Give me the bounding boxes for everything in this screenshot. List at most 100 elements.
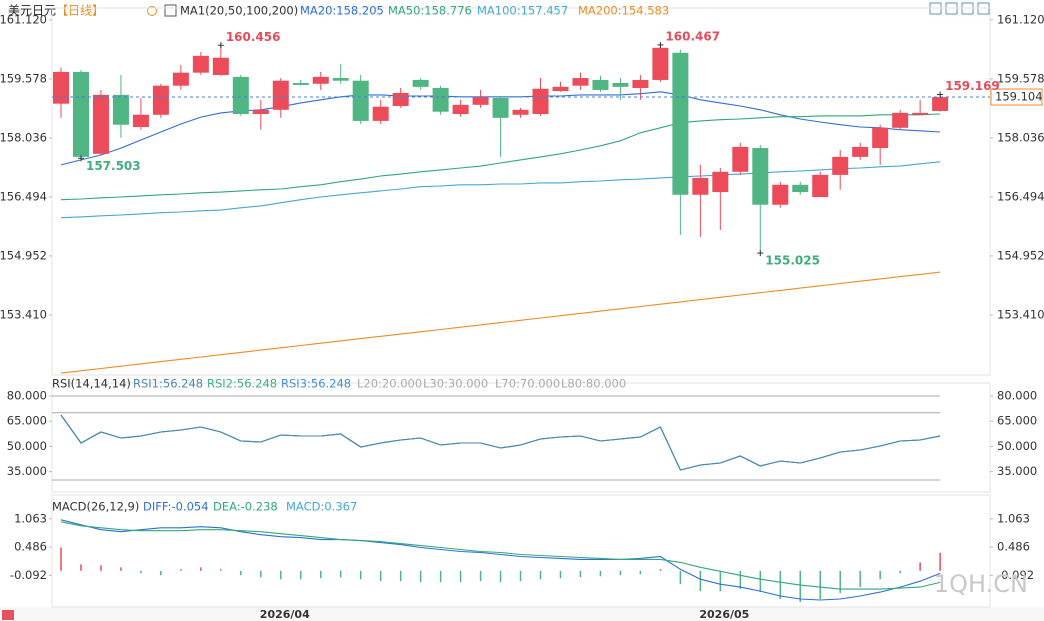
legend-entry: MA50:158.776 bbox=[388, 4, 472, 18]
macd-bar bbox=[459, 570, 462, 583]
y-tick-label: 154.952 bbox=[997, 248, 1044, 262]
macd-bar bbox=[599, 570, 602, 577]
legend-entry: RSI3:56.248 bbox=[281, 377, 351, 391]
candle-body bbox=[792, 184, 809, 193]
candle-body bbox=[832, 156, 849, 175]
candle-body bbox=[652, 47, 669, 80]
y-tick-label: 80.000 bbox=[7, 388, 47, 402]
x-tick-label: 2026/05 bbox=[699, 608, 749, 621]
series-line bbox=[60, 519, 941, 601]
candle-body bbox=[532, 88, 549, 115]
y-tick-label: 161.120 bbox=[997, 12, 1044, 26]
last-price-box bbox=[990, 88, 1043, 106]
macd-bar bbox=[839, 570, 841, 594]
candle-body bbox=[452, 104, 469, 115]
macd-bar bbox=[579, 570, 582, 578]
extreme-label: 159.169 bbox=[945, 79, 1000, 93]
candle-body bbox=[692, 177, 709, 195]
macd-bar bbox=[100, 565, 102, 571]
candle-body bbox=[152, 85, 169, 115]
macd-bar bbox=[499, 570, 502, 583]
legend-entry: L30:30.000 bbox=[423, 377, 488, 391]
candle-body bbox=[872, 127, 889, 149]
macd-bar bbox=[180, 569, 182, 571]
legend-entry: L80:80.000 bbox=[561, 377, 626, 391]
macd-bar bbox=[260, 570, 262, 578]
candle-body bbox=[252, 109, 269, 115]
settings-icon[interactable] bbox=[147, 6, 157, 16]
candle-body bbox=[372, 106, 389, 121]
macd-bar bbox=[319, 570, 322, 579]
macd-bar bbox=[919, 562, 921, 571]
candle-body bbox=[912, 112, 929, 115]
y-tick-label: 1.063 bbox=[14, 511, 47, 525]
watermark: 1QH.CN bbox=[934, 570, 1028, 598]
candle-body bbox=[392, 92, 409, 106]
y-tick-label: -0.092 bbox=[10, 568, 47, 582]
x-axis-bar bbox=[0, 607, 1044, 621]
legend-entry: L20:20.000 bbox=[357, 377, 422, 391]
y-tick-label: 50.000 bbox=[7, 439, 47, 453]
indicator-icon[interactable] bbox=[164, 4, 177, 17]
legend-entry: MA200:154.583 bbox=[578, 4, 669, 18]
candle-body bbox=[232, 76, 249, 115]
legend-entry: MACD:0.367 bbox=[286, 500, 357, 514]
y-tick-label: 154.952 bbox=[0, 248, 47, 262]
candle-body bbox=[752, 148, 769, 205]
y-tick-label: 35.000 bbox=[7, 464, 47, 478]
y-tick-label: 159.578 bbox=[0, 71, 47, 85]
extreme-label: 155.025 bbox=[765, 254, 820, 268]
candle-body bbox=[332, 78, 349, 81]
corner-icon bbox=[2, 610, 14, 620]
candle-body bbox=[612, 83, 629, 87]
macd-bar bbox=[220, 569, 222, 571]
legend-entry: RSI1:56.248 bbox=[133, 377, 203, 391]
candle-body bbox=[53, 71, 69, 104]
macd-bar bbox=[859, 570, 861, 588]
candle-body bbox=[92, 94, 109, 154]
macd-bar bbox=[659, 569, 662, 571]
series-line bbox=[60, 521, 941, 590]
y-tick-label: 158.036 bbox=[0, 130, 47, 144]
candle-body bbox=[272, 80, 289, 110]
candle-body bbox=[852, 146, 869, 157]
y-tick-label: 156.494 bbox=[0, 189, 47, 203]
legend-entry: RSI2:56.248 bbox=[207, 377, 277, 391]
y-tick-label: 0.486 bbox=[997, 540, 1030, 554]
candle-body bbox=[72, 71, 89, 157]
candle-body bbox=[592, 79, 609, 90]
macd-bar bbox=[699, 570, 702, 592]
macd-bar bbox=[719, 570, 722, 592]
y-tick-label: 35.000 bbox=[997, 464, 1037, 478]
legend-entry: RSI(14,14,14) bbox=[52, 377, 131, 391]
candle-body bbox=[712, 171, 729, 193]
macd-bar bbox=[639, 570, 642, 575]
candle-body bbox=[172, 72, 189, 86]
macd-bar bbox=[559, 570, 562, 579]
series-line bbox=[60, 161, 941, 219]
y-tick-label: 50.000 bbox=[997, 439, 1037, 453]
candle-body bbox=[732, 146, 749, 172]
macd-bar bbox=[539, 570, 542, 580]
symbol: 美元日元 bbox=[8, 4, 56, 18]
macd-bar bbox=[399, 570, 402, 582]
macd-bar bbox=[939, 552, 941, 571]
series-line bbox=[60, 414, 941, 471]
macd-bar bbox=[359, 570, 362, 580]
y-tick-label: 80.000 bbox=[997, 388, 1037, 402]
macd-bar bbox=[120, 567, 122, 571]
series-line bbox=[60, 271, 941, 374]
extreme-marker bbox=[217, 42, 224, 49]
extreme-marker bbox=[757, 250, 764, 257]
candle-body bbox=[572, 78, 589, 86]
macd-bar bbox=[439, 570, 442, 583]
macd-bar bbox=[140, 570, 142, 574]
y-tick-label: 0.486 bbox=[14, 540, 47, 554]
macd-bar bbox=[479, 570, 482, 582]
candle-body bbox=[352, 80, 369, 121]
extreme-marker bbox=[77, 155, 84, 162]
candle-body bbox=[492, 97, 509, 118]
macd-bar bbox=[619, 570, 622, 576]
y-tick-label: 65.000 bbox=[7, 414, 47, 428]
